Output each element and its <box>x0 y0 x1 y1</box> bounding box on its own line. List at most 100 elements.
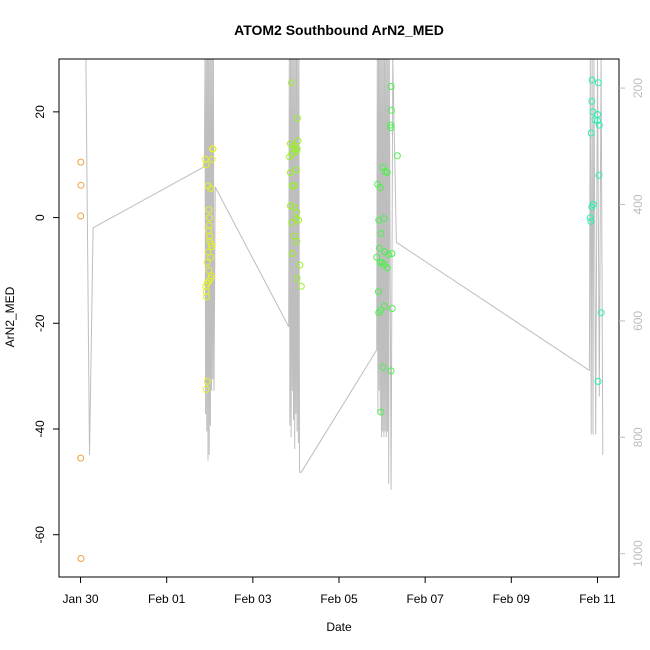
y-tick-label: 20 <box>33 105 47 119</box>
data-point <box>597 309 605 317</box>
data-point <box>373 253 381 261</box>
data-point <box>588 97 596 105</box>
data-point <box>297 282 305 290</box>
plot-frame <box>58 58 620 578</box>
y2-tick-label: 200 <box>631 78 645 98</box>
data-point <box>588 203 596 211</box>
data-point <box>586 214 594 222</box>
y-tick-label: -40 <box>33 420 47 438</box>
data-point <box>375 288 382 296</box>
x-axis-label: Date <box>326 620 352 634</box>
depth-line <box>80 59 604 490</box>
chart-title: ATOM2 Southbound ArN2_MED <box>234 22 444 38</box>
data-point <box>209 145 217 153</box>
x-tick-label: Feb 09 <box>493 592 531 606</box>
y-tick-label: 0 <box>33 214 47 221</box>
data-point <box>381 302 388 310</box>
data-point <box>377 408 385 416</box>
x-tick-label: Jan 30 <box>63 592 99 606</box>
data-point <box>594 377 602 385</box>
data-point <box>594 117 601 125</box>
data-point <box>203 259 211 266</box>
data-point <box>202 288 210 296</box>
y2-tick-label: 1000 <box>631 540 645 567</box>
x-tick-label: Feb 03 <box>234 592 272 606</box>
data-point <box>594 79 602 87</box>
y2-tick-label: 600 <box>631 311 645 331</box>
data-point <box>293 114 301 122</box>
data-point <box>290 182 298 190</box>
data-point <box>387 367 395 375</box>
y2-tick-label: 400 <box>631 194 645 214</box>
data-point <box>287 202 294 210</box>
data-point <box>387 83 395 90</box>
data-point <box>595 171 603 179</box>
data-point <box>77 158 85 166</box>
x-tick-label: Feb 11 <box>579 592 616 606</box>
x-tick-label: Feb 01 <box>148 592 186 606</box>
data-point <box>375 309 383 317</box>
data-point <box>286 153 294 161</box>
plot-layer <box>77 59 605 562</box>
data-point <box>77 181 85 189</box>
x-tick-label: Feb 07 <box>406 592 444 606</box>
data-point <box>387 106 395 114</box>
data-point <box>203 293 210 301</box>
data-point <box>388 250 396 257</box>
data-point <box>587 217 595 225</box>
data-point <box>387 121 394 129</box>
y-axis-label: ArN2_MED <box>3 286 17 347</box>
data-point <box>206 214 213 222</box>
data-point <box>288 219 296 227</box>
data-point <box>377 229 385 237</box>
data-point <box>385 251 393 259</box>
data-point <box>293 274 301 282</box>
data-point <box>587 129 595 137</box>
data-point <box>393 152 401 160</box>
data-point <box>293 237 301 245</box>
data-point <box>293 145 301 153</box>
data-point <box>201 155 209 163</box>
data-point <box>293 208 301 216</box>
data-point <box>376 183 384 191</box>
data-point <box>287 169 294 177</box>
data-point <box>203 377 211 385</box>
data-point <box>295 216 303 224</box>
data-point <box>296 261 304 269</box>
data-point <box>206 232 213 240</box>
data-point <box>588 76 596 84</box>
data-point <box>287 79 295 87</box>
data-point <box>375 244 383 252</box>
data-point <box>290 232 298 240</box>
data-point <box>207 253 215 261</box>
data-point <box>204 248 212 256</box>
y2-tick-label: 800 <box>631 427 645 447</box>
data-point <box>294 137 302 145</box>
data-point <box>207 185 215 192</box>
data-point <box>290 203 298 211</box>
axes-layer: Jan 30 Feb 01 Feb 03 Feb 05 Feb 07 Feb 09 Feb … <box>33 78 645 606</box>
data-point <box>383 169 391 177</box>
data-point <box>77 454 85 462</box>
data-point <box>293 166 300 174</box>
data-point <box>208 155 216 163</box>
data-point <box>384 264 391 272</box>
y-tick-label: -60 <box>33 526 47 544</box>
data-point <box>375 216 383 224</box>
data-point <box>205 206 213 214</box>
data-point <box>387 124 395 132</box>
data-point <box>379 363 387 371</box>
data-point <box>202 385 210 393</box>
data-point <box>388 305 396 312</box>
x-tick-label: Feb 05 <box>320 592 358 606</box>
data-point <box>202 282 210 290</box>
data-point <box>208 243 216 251</box>
data-point <box>205 227 213 235</box>
data-point <box>288 250 296 257</box>
data-point <box>77 555 85 562</box>
y-tick-label: -20 <box>33 314 47 332</box>
data-point <box>205 222 213 229</box>
data-point <box>77 212 85 220</box>
data-point <box>202 161 210 169</box>
